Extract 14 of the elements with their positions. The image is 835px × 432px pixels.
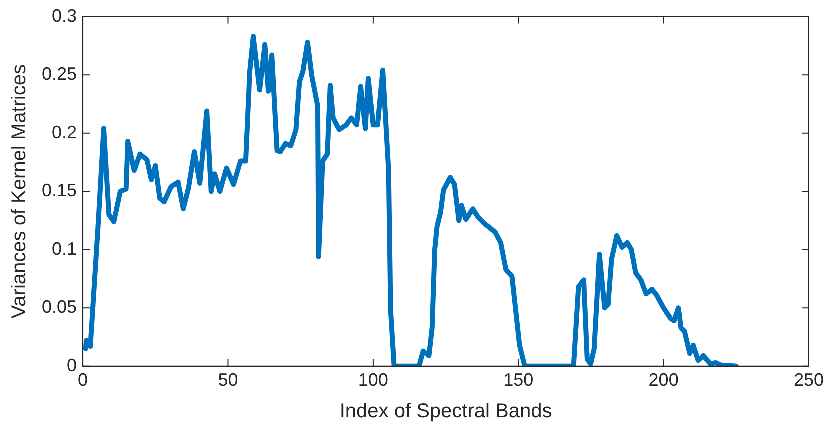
x-axis-title: Index of Spectral Bands	[340, 400, 552, 423]
y-tick-label: 0.1	[52, 238, 78, 259]
y-tick-label: 0.05	[42, 297, 78, 318]
y-tick-label: 0	[67, 355, 78, 376]
x-tick-label: 100	[358, 370, 388, 390]
x-tick-label: 150	[504, 370, 534, 390]
x-tick-label: 250	[794, 370, 824, 390]
y-tick-label: 0.15	[42, 180, 78, 201]
y-tick-label: 0.3	[52, 6, 78, 26]
y-tick-label: 0.2	[52, 122, 78, 142]
x-tick-label: 200	[648, 370, 679, 390]
y-axis-title: Variances of Kernel Matrices	[8, 64, 31, 319]
x-tick-label: 50	[218, 370, 238, 390]
y-tick-label: 0.25	[42, 64, 78, 84]
